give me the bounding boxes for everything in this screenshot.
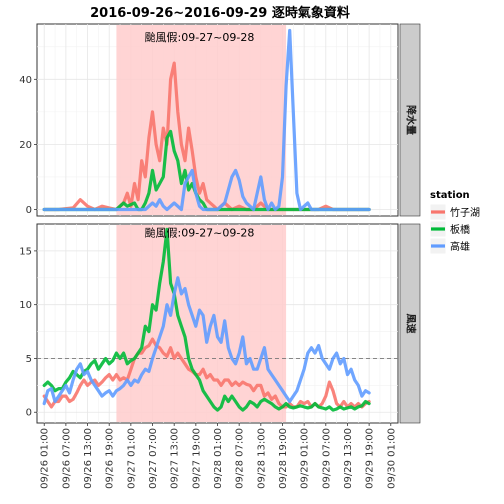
x-tick-label: 09/29 19:00: [365, 428, 376, 489]
panel-1: 0 5 10 15 颱風假:09-27~09-28 風速: [19, 223, 421, 424]
legend-label: 高雄: [450, 240, 470, 253]
y-tick-label: 40: [19, 75, 32, 86]
y-tick-label: 0: [26, 205, 32, 216]
x-tick-label: 09/27 13:00: [170, 428, 181, 489]
y-tick-label: 20: [19, 140, 32, 151]
annotation-label: 颱風假:09-27~09-28: [145, 226, 255, 240]
x-tick-label: 09/26 07:00: [61, 428, 72, 489]
x-tick-label: 09/30 01:00: [386, 428, 397, 489]
y-tick-label: 0: [26, 408, 32, 419]
x-tick-label: 09/27 01:00: [126, 428, 137, 489]
x-axis: 09/26 01:00 09/26 07:00 09/26 13:00 09/26 1…: [40, 423, 397, 489]
series-line-2: [42, 276, 371, 406]
chart-panels: 0 20 40 颱風假:09-27~09-28 降水量 0 5 10 15 颱風假:09-27~0…: [19, 23, 421, 424]
x-tick-label: 09/29 01:00: [300, 428, 311, 489]
series-line-1: [42, 227, 371, 412]
legend-label: 竹子湖: [450, 206, 480, 219]
chart-title: 2016-09-26~2016-09-29 逐時氣象資料: [90, 5, 350, 21]
y-tick-label: 15: [19, 246, 32, 257]
legend-label: 板橋: [450, 223, 470, 236]
facet-strip-label: 風速: [405, 314, 418, 334]
x-tick-label: 09/28 01:00: [213, 428, 224, 489]
x-tick-label: 09/27 19:00: [191, 428, 202, 489]
annotation-label: 颱風假:09-27~09-28: [145, 30, 255, 44]
x-tick-label: 09/26 01:00: [40, 428, 51, 489]
x-tick-label: 09/27 07:00: [148, 428, 159, 489]
legend-title: station: [430, 190, 470, 201]
panel-0: 0 20 40 颱風假:09-27~09-28 降水量: [19, 23, 421, 217]
x-tick-label: 09/28 07:00: [235, 428, 246, 489]
x-tick-label: 09/29 07:00: [321, 428, 332, 489]
x-tick-label: 09/28 19:00: [278, 428, 289, 489]
x-tick-label: 09/26 19:00: [105, 428, 116, 489]
facet-strip: [399, 23, 421, 217]
x-tick-label: 09/28 13:00: [256, 428, 267, 489]
facet-strip-label: 降水量: [405, 105, 418, 135]
series-line-1: [42, 129, 371, 212]
typhoon-holiday-shade: [116, 225, 287, 422]
y-tick-label: 10: [19, 300, 32, 311]
x-tick-label: 09/29 13:00: [343, 428, 354, 489]
facet-strip: [399, 223, 421, 424]
x-tick-label: 09/26 13:00: [83, 428, 94, 489]
y-tick-label: 5: [26, 354, 32, 365]
series-line-2: [42, 28, 371, 212]
